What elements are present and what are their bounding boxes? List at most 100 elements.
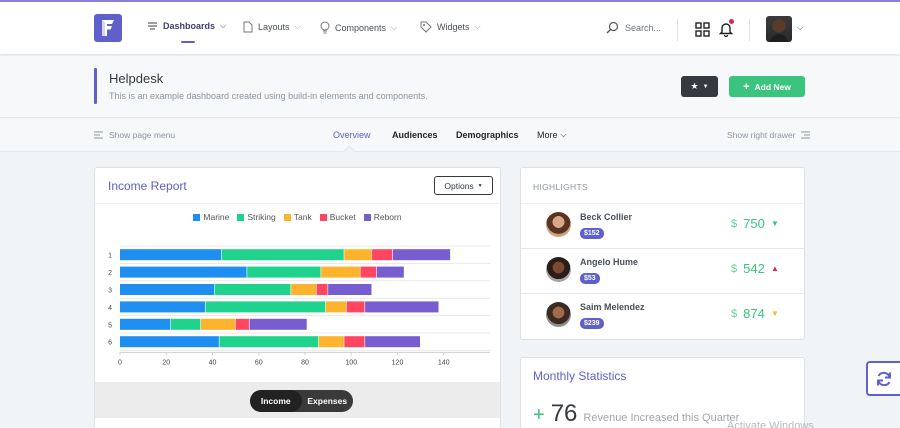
x-tick-label: 100 bbox=[345, 359, 357, 366]
x-tick-label: 40 bbox=[209, 359, 217, 366]
legend-swatch bbox=[319, 213, 327, 221]
bar-segment bbox=[344, 336, 365, 348]
amount-badge: $53 bbox=[580, 273, 600, 284]
chevron-down-icon: ⌵ bbox=[220, 21, 227, 30]
os-watermark: Activate Windows bbox=[727, 420, 814, 428]
notification-dot bbox=[729, 19, 734, 24]
favorites-dropdown-button[interactable]: ★ ▼ bbox=[681, 76, 718, 97]
chevron-down-icon: ⌵ bbox=[294, 22, 301, 31]
page-title-bar: Helpdesk This is an example dashboard cr… bbox=[0, 56, 900, 118]
currency-symbol: $ bbox=[731, 217, 738, 230]
bar-segment bbox=[247, 266, 321, 278]
tab-more[interactable]: More ⌵ bbox=[537, 130, 567, 140]
tab-demographics[interactable]: Demographics bbox=[456, 130, 519, 140]
options-dropdown-button[interactable]: Options ▼ bbox=[434, 176, 493, 195]
bar-segment bbox=[344, 249, 372, 261]
legend-label: Striking bbox=[247, 212, 276, 222]
active-tab-caret bbox=[343, 145, 355, 157]
tab-overview[interactable]: Overview bbox=[333, 130, 371, 140]
bar-segment bbox=[291, 284, 316, 295]
bar-segment bbox=[249, 318, 307, 330]
toggle-income[interactable]: Income bbox=[250, 390, 302, 412]
tab-audiences[interactable]: Audiences bbox=[392, 130, 438, 140]
legend-item[interactable]: Marine bbox=[193, 212, 229, 222]
person-name: Angelo Hume bbox=[580, 257, 639, 267]
legend-item[interactable]: Bucket bbox=[319, 212, 356, 222]
star-icon: ★ bbox=[690, 81, 699, 91]
apps-grid-icon[interactable] bbox=[695, 22, 710, 39]
amount-badge: $239 bbox=[580, 318, 604, 329]
highlight-value: $ 874 bbox=[731, 306, 765, 321]
show-page-menu-label: Show page menu bbox=[109, 130, 176, 140]
show-right-drawer[interactable]: Show right drawer bbox=[727, 130, 810, 140]
chevron-down-icon: ⌵ bbox=[474, 22, 481, 31]
add-new-label: Add New bbox=[754, 81, 791, 92]
currency-symbol: $ bbox=[731, 262, 738, 275]
refresh-button[interactable] bbox=[866, 361, 900, 396]
bar-segment bbox=[235, 318, 249, 330]
app-logo[interactable] bbox=[94, 14, 122, 42]
nav-components[interactable]: Components ⌵ bbox=[320, 21, 397, 34]
monthly-statistics-title: Monthly Statistics bbox=[533, 369, 627, 383]
user-avatar[interactable] bbox=[766, 16, 792, 42]
legend-swatch bbox=[237, 213, 245, 221]
bell-icon[interactable] bbox=[718, 21, 734, 39]
bar-segment bbox=[316, 284, 328, 295]
person-name: Saim Melendez bbox=[580, 302, 645, 312]
nav-label: Widgets bbox=[437, 22, 470, 32]
y-tick-label: 3 bbox=[108, 288, 112, 295]
bar-segment bbox=[221, 249, 344, 261]
y-tick-label: 5 bbox=[108, 322, 112, 329]
legend-swatch bbox=[363, 213, 371, 221]
x-tick-label: 120 bbox=[392, 359, 404, 366]
plus-icon: + bbox=[743, 80, 750, 93]
trend-up-icon: ▲ bbox=[771, 264, 779, 273]
legend-label: Reborn bbox=[373, 212, 402, 222]
bar-segment bbox=[376, 266, 404, 278]
refresh-icon bbox=[877, 371, 891, 386]
search-input[interactable]: Search... bbox=[625, 22, 662, 33]
bar-segment bbox=[392, 249, 451, 261]
y-tick-label: 6 bbox=[108, 340, 112, 347]
divider bbox=[749, 19, 750, 41]
bar-segment bbox=[318, 336, 344, 348]
highlight-item[interactable]: Beck Collier $152 $ 750 ▼ bbox=[521, 204, 804, 249]
nav-label: Components bbox=[335, 22, 387, 33]
bar-segment bbox=[120, 266, 247, 278]
search-box[interactable]: Search... bbox=[606, 21, 661, 34]
add-new-button[interactable]: + Add New bbox=[729, 76, 805, 97]
bar-segment bbox=[360, 266, 377, 278]
show-page-menu[interactable]: Show page menu bbox=[94, 130, 175, 140]
chart-toggle-area: Income Expenses bbox=[95, 382, 500, 418]
show-right-drawer-label: Show right drawer bbox=[727, 130, 796, 140]
nav-widgets[interactable]: Widgets ⌵ bbox=[420, 21, 481, 33]
nav-layouts[interactable]: Layouts ⌵ bbox=[243, 21, 301, 33]
income-expenses-toggle[interactable]: Income Expenses bbox=[250, 390, 353, 412]
legend-item[interactable]: Reborn bbox=[363, 212, 402, 222]
dashboard-icon bbox=[148, 21, 157, 30]
nav-dashboards[interactable]: Dashboards ⌵ bbox=[147, 21, 226, 31]
legend-item[interactable]: Tank bbox=[283, 212, 312, 222]
highlights-heading: HIGHLIGHTS bbox=[533, 182, 588, 192]
legend-item[interactable]: Striking bbox=[237, 212, 276, 222]
income-report-title: Income Report bbox=[108, 179, 187, 193]
app-header: Dashboards ⌵ Layouts ⌵ Components ⌵ Widg… bbox=[0, 2, 900, 54]
highlight-item[interactable]: Saim Melendez $239 $ 874 ▼ bbox=[521, 294, 804, 339]
person-name: Beck Collier bbox=[580, 212, 633, 222]
card-header-divider bbox=[95, 203, 500, 204]
search-icon bbox=[606, 21, 619, 34]
top-accent-line bbox=[0, 0, 900, 2]
legend-swatch bbox=[193, 213, 201, 221]
x-tick-label: 0 bbox=[118, 359, 122, 366]
highlight-item[interactable]: Angelo Hume $53 $ 542 ▲ bbox=[521, 249, 804, 294]
x-tick-label: 20 bbox=[162, 359, 170, 366]
card-header-divider bbox=[521, 203, 804, 204]
bar-segment bbox=[365, 301, 439, 313]
chevron-down-icon[interactable]: ⌵ bbox=[797, 23, 804, 32]
legend-label: Bucket bbox=[329, 212, 356, 222]
chevron-down-icon: ⌵ bbox=[391, 22, 398, 32]
toggle-expenses[interactable]: Expenses bbox=[307, 396, 348, 406]
value-number: 750 bbox=[743, 216, 765, 231]
title-accent-bar bbox=[94, 68, 97, 104]
